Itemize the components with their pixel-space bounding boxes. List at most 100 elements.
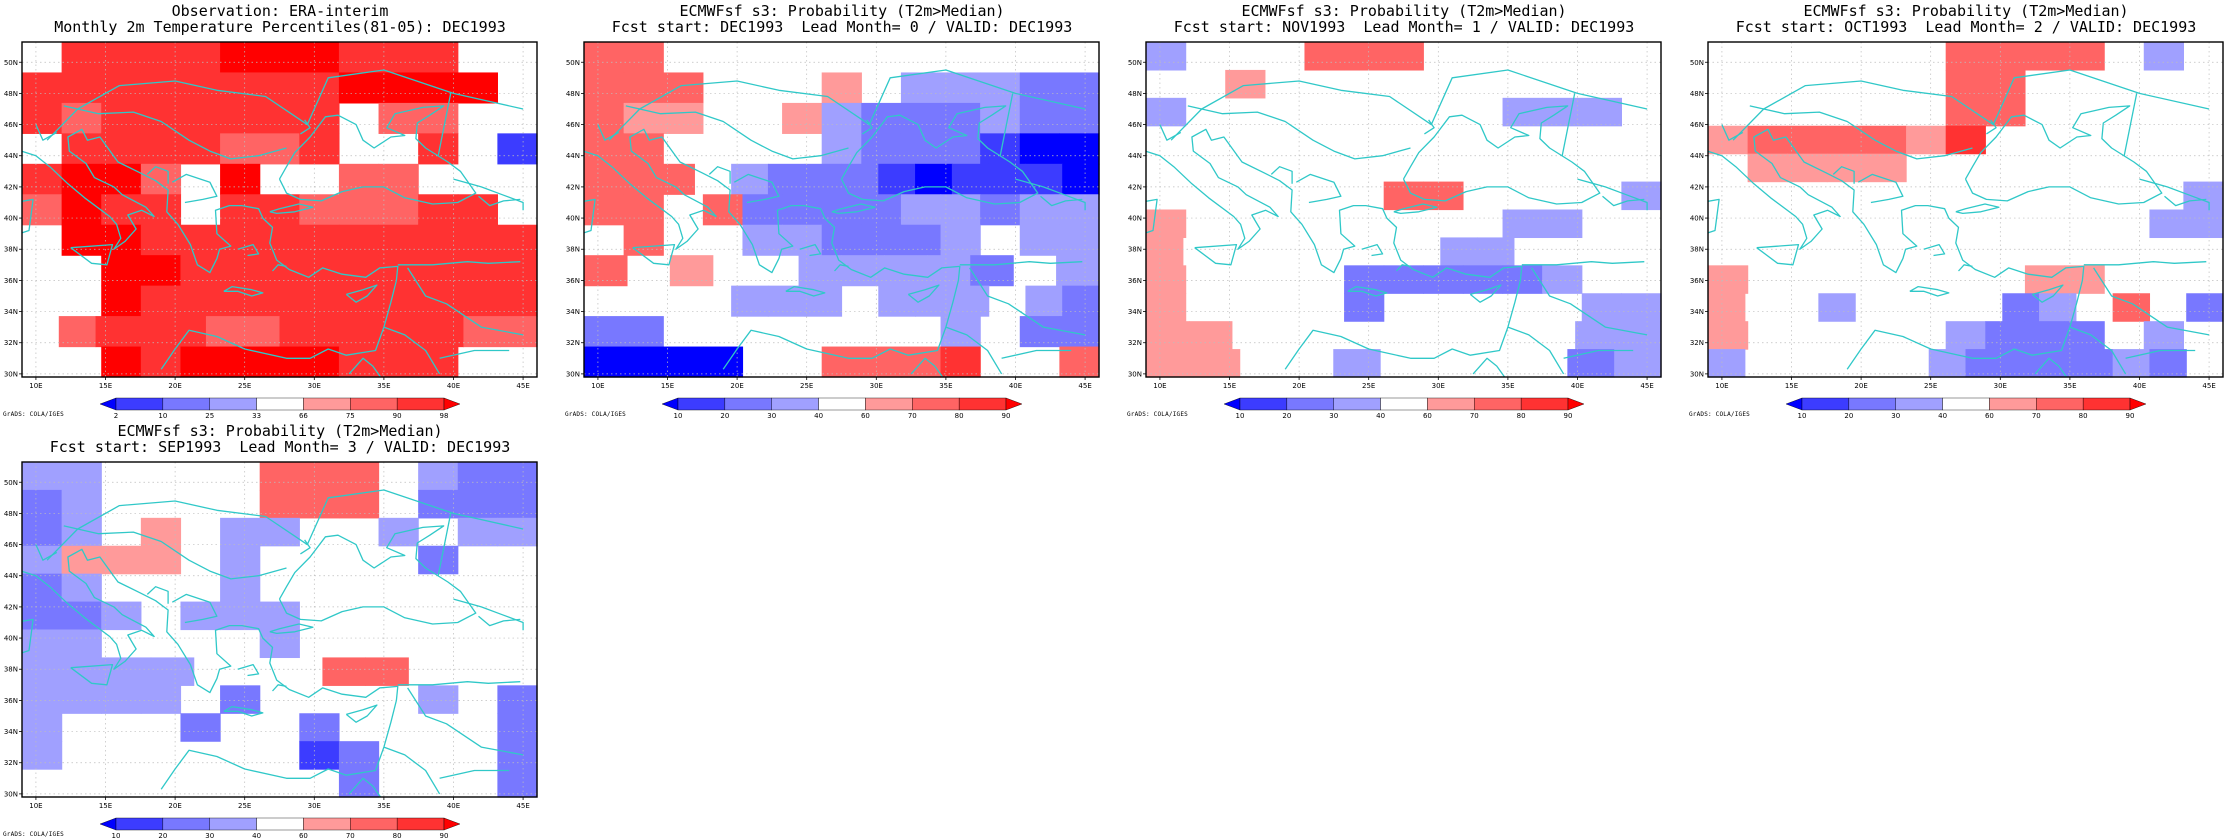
lat-tick-label: 46N: [1128, 121, 1142, 129]
coastline: [46, 489, 524, 561]
coastline: [551, 535, 560, 560]
grid-cell: [1708, 349, 1746, 378]
grid-cell: [1502, 265, 1543, 294]
grid-cell: [378, 224, 419, 256]
grid-cell: [299, 462, 340, 491]
grid-cell: [584, 346, 625, 378]
lon-tick-label: 25E: [1362, 382, 1375, 390]
coastline: [1194, 243, 1238, 266]
grid-cell: [338, 72, 380, 104]
grads-credit: GrADS: COLA/IGES: [3, 831, 64, 838]
grid-cell: [1383, 42, 1424, 71]
lat-tick-label: 50N: [1690, 59, 1704, 67]
panel-title-line2: Fcst start: OCT1993 Lead Month= 2 / VALI…: [1735, 18, 2197, 36]
grid-cell: [259, 462, 300, 491]
coastline: [70, 243, 114, 266]
coastline: [2083, 261, 2207, 266]
grid-cell: [180, 346, 221, 378]
coastline: [478, 615, 521, 627]
coastline: [1964, 105, 2163, 205]
grid-cell: [259, 517, 300, 547]
grid-cell: [1945, 97, 1986, 127]
lat-tick-label: 38N: [1128, 246, 1142, 254]
lon-tick-label: 20E: [730, 382, 743, 390]
coastline: [1469, 284, 1502, 303]
grid-cell: [338, 741, 380, 770]
coastline: [46, 69, 524, 141]
grid-cell: [1059, 194, 1100, 226]
colorbar-label: 10: [158, 412, 167, 420]
coastline: [407, 267, 524, 336]
grid-cell: [299, 713, 340, 742]
coastline: [1857, 173, 1904, 204]
grid-cell: [259, 629, 300, 659]
panel-title-line2: Monthly 2m Temperature Percentiles(81-05…: [54, 18, 506, 36]
panel-title-line1: Observation: ERA-interim: [171, 2, 389, 20]
coastline: [1602, 195, 1645, 207]
grid-cell: [22, 741, 63, 770]
grid-cell: [1059, 133, 1100, 165]
coastline: [1270, 166, 1293, 184]
grid-cell: [378, 72, 419, 104]
lat-tick-label: 30N: [1128, 370, 1142, 378]
lon-tick-label: 45E: [1640, 382, 1653, 390]
grid-cell: [22, 713, 63, 742]
lat-tick-label: 46N: [1690, 121, 1704, 129]
grid-cell: [2149, 349, 2187, 378]
lat-tick-label: 44N: [4, 152, 18, 160]
grid-cell: [220, 517, 261, 547]
coastline: [22, 128, 399, 370]
grid-cell: [1344, 293, 1385, 322]
coastline: [269, 623, 314, 635]
grid-cell: [1025, 163, 1063, 195]
lon-tick-label: 15E: [661, 382, 674, 390]
grid-cell: [378, 102, 419, 134]
lat-tick-label: 50N: [566, 59, 580, 67]
grid-cell: [900, 224, 942, 256]
grid-cell: [22, 685, 63, 714]
grid-cell: [1146, 237, 1184, 266]
grid-cell: [418, 545, 459, 575]
map-canvas: 10E 15E 20E 25E 30E 35E 40E 45E 30N 32N 34N 36N 38N 4…: [1128, 41, 1662, 420]
coastline: [969, 267, 1086, 336]
grid-cell: [457, 462, 498, 491]
colorbar-label: 90: [1564, 412, 1573, 420]
shaded-cells: [22, 42, 538, 378]
grid-cell: [180, 102, 221, 134]
grid-cell: [821, 224, 862, 256]
lon-tick-label: 10E: [29, 802, 42, 810]
colorbar-label: 70: [346, 832, 355, 840]
grid-cell: [140, 102, 182, 134]
grid-cell: [1542, 265, 1583, 294]
coastline: [1396, 264, 1411, 272]
grid-cell: [101, 545, 142, 575]
grid-cell: [1708, 265, 1749, 294]
lon-tick-label: 45E: [1078, 382, 1091, 390]
grid-cell: [457, 224, 498, 256]
lon-tick-label: 10E: [1715, 382, 1728, 390]
grid-cell: [378, 517, 419, 547]
colorbar-label: 80: [393, 832, 402, 840]
coastline: [1015, 178, 1086, 211]
grid-cell: [878, 163, 916, 195]
grads-credit: GrADS: COLA/IGES: [565, 411, 626, 418]
grid-cell: [140, 346, 182, 378]
grid-cell: [497, 285, 538, 317]
grid-cell: [180, 713, 221, 742]
coastline: [272, 264, 287, 272]
grid-cell: [220, 224, 261, 256]
grid-cell: [1440, 237, 1478, 266]
colorbar-label: 60: [1985, 412, 1994, 420]
coastline: [1146, 128, 1523, 370]
grid-cell: [497, 517, 538, 547]
grid-cell: [1146, 293, 1187, 322]
grid-cell: [782, 102, 823, 134]
color-bar: 10 20 30 40 60 70 80 90: [1223, 397, 1585, 420]
grid-cell: [418, 194, 459, 226]
coastline: [171, 593, 218, 624]
coastline: [1113, 115, 1122, 140]
lat-tick-label: 48N: [4, 510, 18, 518]
colorbar-label: 30: [205, 832, 214, 840]
grid-cell: [900, 72, 942, 104]
coastline: [2069, 326, 2127, 375]
